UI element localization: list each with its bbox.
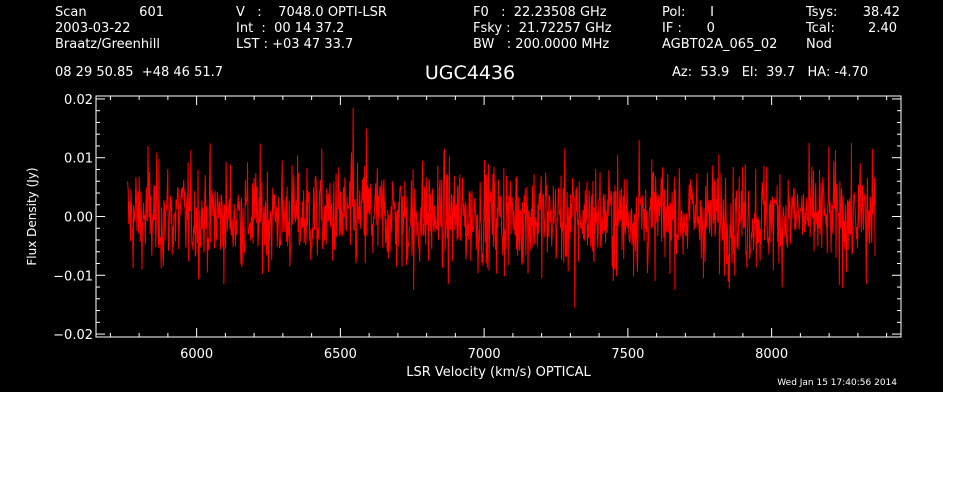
y-tick-label: 0.02: [64, 93, 93, 108]
tsys-value: 38.42: [862, 5, 900, 20]
velocity-info: V : 7048.0 OPTI-LSR: [236, 5, 387, 20]
x-axis-label: LSR Velocity (km/s) OPTICAL: [406, 365, 591, 380]
series-line-spectrum: [127, 107, 876, 308]
sky-frequency: Fsky : 21.72257 GHz: [473, 21, 612, 36]
x-tick-label: 8000: [755, 347, 788, 362]
pointing-info: Az: 53.9 El: 39.7 HA: -4.70: [672, 65, 869, 80]
chart-title: UGC4436: [424, 62, 516, 84]
project-id: AGBT02A_065_02: [662, 37, 778, 52]
x-tick-label: 7500: [611, 347, 644, 362]
tcal-label: Tcal:: [806, 21, 835, 36]
plot-panel: Scan 601 2003-03-22 Braatz/Greenhill V :…: [0, 0, 943, 392]
scan-label: Scan: [55, 5, 87, 20]
switching-mode: Nod: [806, 37, 832, 52]
scan-number: 601: [139, 5, 164, 20]
integration-time: Int : 00 14 37.2: [236, 21, 345, 36]
x-tick-label: 7000: [468, 347, 501, 362]
observers: Braatz/Greenhill: [55, 37, 160, 52]
if-number: IF : 0: [662, 21, 715, 36]
y-tick-label: −0.01: [53, 269, 93, 284]
y-tick-label: 0.01: [64, 152, 93, 167]
lst-info: LST : +03 47 33.7: [236, 37, 354, 52]
plot-timestamp: Wed Jan 15 17:40:56 2014: [777, 378, 897, 388]
axis-ticks: 6000 6500 7000 7500 8000 −0.02 −0.01 0.00 0.01 0.…: [53, 93, 901, 362]
polarization: Pol: I: [662, 5, 714, 20]
x-tick-label: 6500: [324, 347, 357, 362]
bandwidth: BW : 200.0000 MHz: [473, 37, 610, 52]
y-tick-label: −0.02: [53, 328, 93, 343]
y-axis-label: Flux Density (Jy): [25, 167, 39, 265]
x-tick-label: 6000: [180, 347, 213, 362]
tcal-value: 2.40: [868, 21, 897, 36]
spectrum-chart: 6000 6500 7000 7500 8000 −0.02 −0.01 0.00 0.01 0.…: [25, 93, 902, 380]
y-tick-label: 0.00: [64, 211, 93, 226]
source-coordinates: 08 29 50.85 +48 46 51.7: [55, 65, 224, 80]
rest-frequency: F0 : 22.23508 GHz: [473, 5, 607, 20]
obs-date: 2003-03-22: [55, 21, 131, 36]
tsys-label: Tsys:: [806, 5, 838, 20]
